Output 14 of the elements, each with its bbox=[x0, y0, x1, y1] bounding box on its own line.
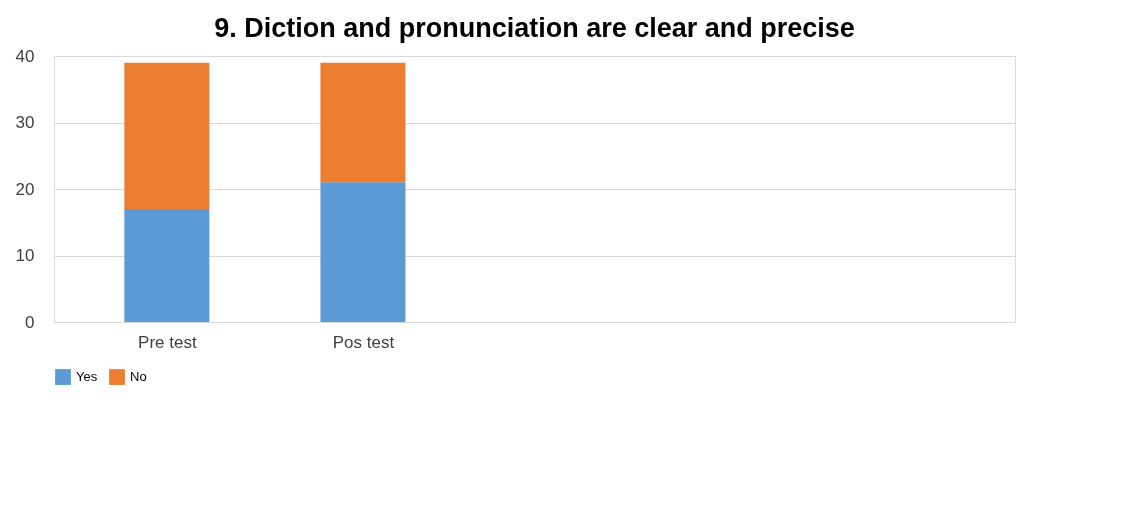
y-tick-label: 10 bbox=[15, 246, 35, 265]
y-tick-label: 40 bbox=[15, 46, 35, 66]
y-tick-label: 20 bbox=[15, 179, 35, 199]
x-tick-label: Pre test bbox=[138, 332, 197, 352]
y-tick-label: 0 bbox=[25, 312, 35, 332]
bar bbox=[320, 62, 406, 183]
bar bbox=[124, 208, 210, 322]
x-tick-label: Pos test bbox=[332, 332, 395, 352]
y-tick-label: 30 bbox=[15, 113, 35, 132]
bar bbox=[320, 182, 406, 322]
legend-label: Yes bbox=[76, 369, 98, 385]
text: 9. Diction and pronunciation are clear and precise bbox=[214, 13, 855, 43]
legend-label: No bbox=[130, 369, 147, 385]
bar bbox=[124, 62, 210, 209]
